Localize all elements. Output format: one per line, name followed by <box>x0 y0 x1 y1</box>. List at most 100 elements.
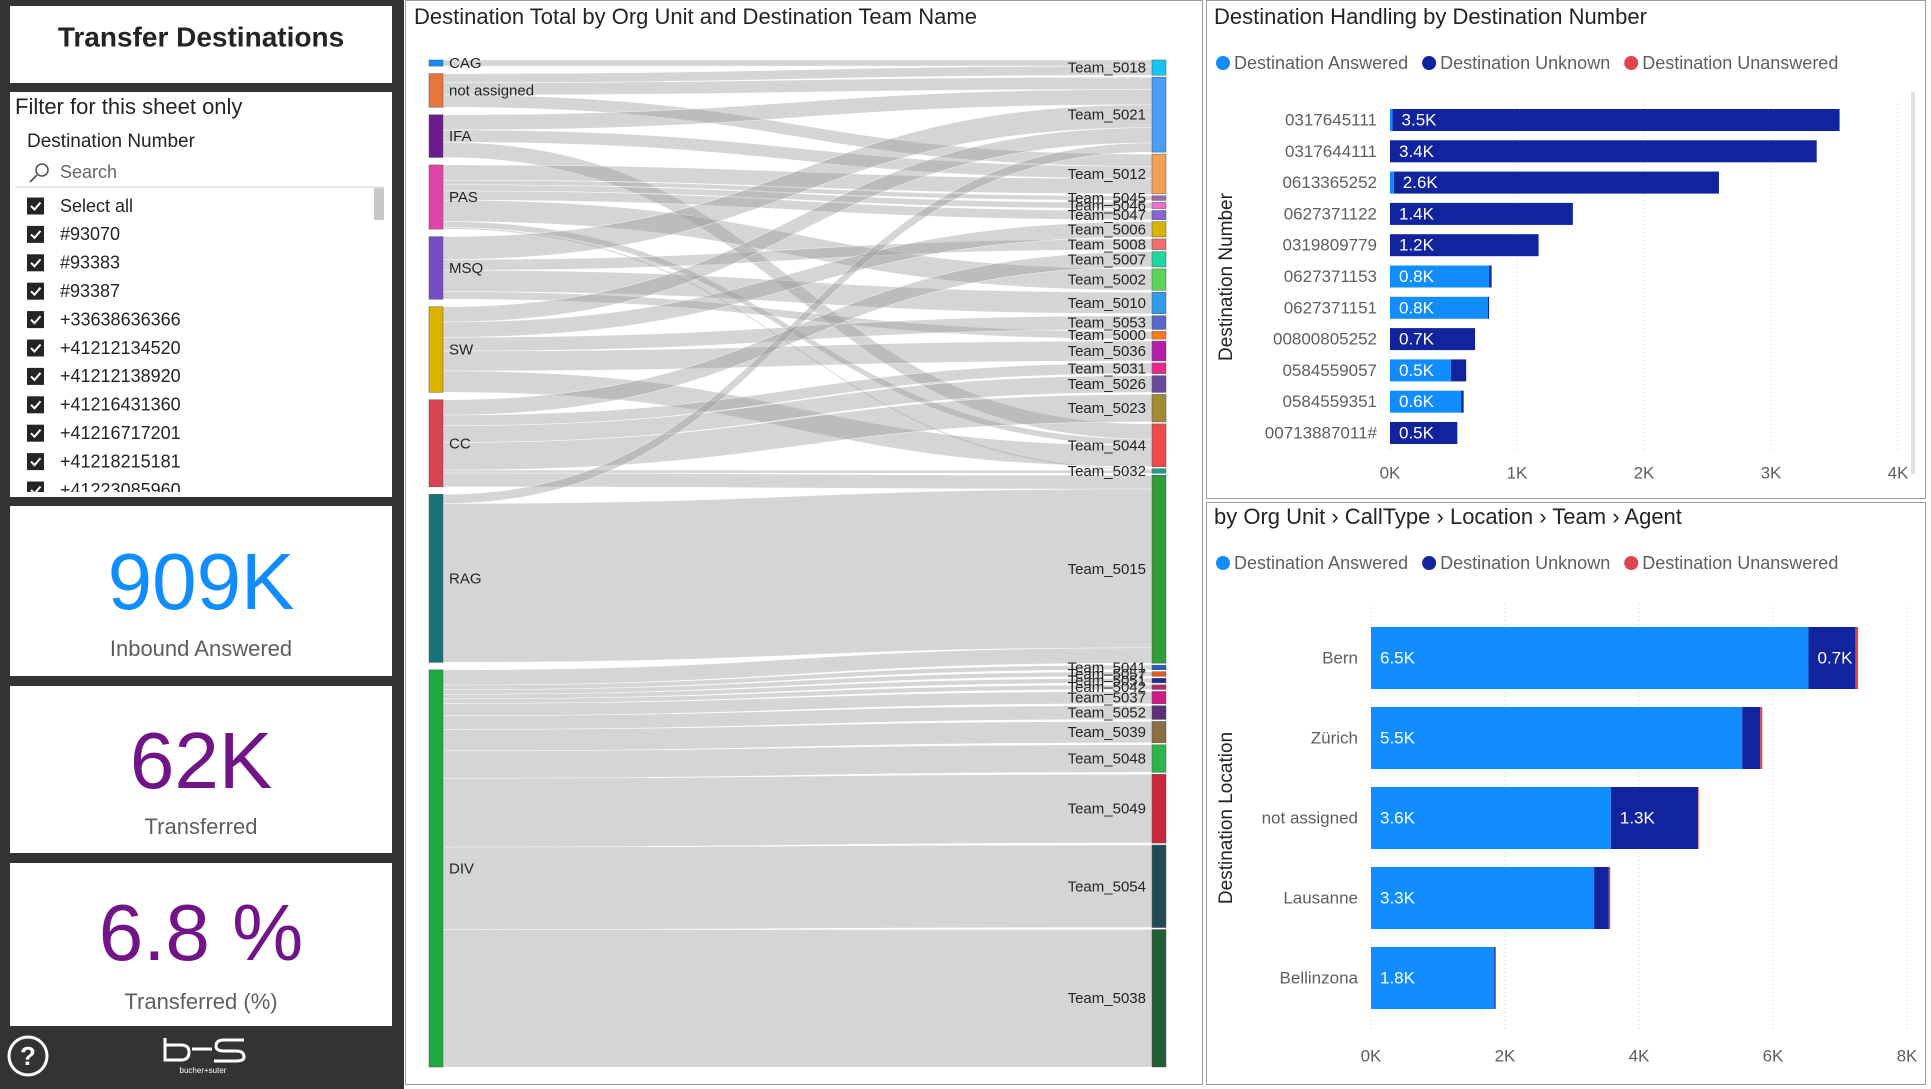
checkbox[interactable] <box>27 481 44 499</box>
search-icon-handle <box>29 174 38 183</box>
legend-marker <box>1624 56 1639 70</box>
checkbox[interactable] <box>27 424 44 442</box>
sankey-target-label: Team_5041 <box>1068 659 1146 676</box>
data-label: 0.8K <box>1399 267 1435 286</box>
x-tick-label: 8K <box>1897 1046 1918 1065</box>
bar-segment <box>1760 707 1763 769</box>
sankey-target-node <box>1151 195 1167 201</box>
kpi-card <box>10 506 392 676</box>
checkbox[interactable] <box>27 282 44 300</box>
kpi-value: 909K <box>108 537 295 626</box>
filter-item[interactable]: +33638636366 <box>60 309 181 329</box>
legend-label: Destination Answered <box>1234 53 1408 73</box>
sankey-source-node <box>428 164 444 230</box>
sankey-source-label: SW <box>449 341 474 358</box>
filter-item[interactable]: +41212134520 <box>60 338 181 358</box>
bar-segment <box>1393 171 1719 194</box>
sankey-target-node <box>1151 664 1167 670</box>
sankey-target-node <box>1151 684 1167 690</box>
y-tick-label: 0627371122 <box>1284 204 1377 223</box>
sankey-target-label: Team_5052 <box>1068 705 1146 722</box>
chart-title: Destination Handling by Destination Numb… <box>1214 4 1647 29</box>
sankey-target-label: Team_5054 <box>1068 878 1146 895</box>
sankey-source-label: PAS <box>449 189 478 206</box>
sankey-target-node <box>1151 375 1167 393</box>
sankey-source-label: CAG <box>449 55 482 72</box>
filter-item[interactable]: Select all <box>60 196 133 216</box>
sankey-source-label: MSQ <box>449 260 483 277</box>
filter-item[interactable]: #93383 <box>60 253 120 273</box>
checkbox[interactable] <box>27 339 44 357</box>
sankey-target-label: Team_5015 <box>1068 561 1146 578</box>
data-label: 0.6K <box>1399 392 1435 411</box>
kpi-card <box>10 686 392 853</box>
checkbox[interactable] <box>27 311 44 329</box>
bar-segment <box>1697 787 1699 849</box>
x-tick-label: 4K <box>1888 463 1909 482</box>
scrollbar[interactable] <box>1911 92 1915 474</box>
filter-title: Filter for this sheet only <box>15 94 242 119</box>
filter-item[interactable]: #93387 <box>60 281 120 301</box>
checkbox[interactable] <box>27 367 44 385</box>
bar-segment <box>1608 867 1611 929</box>
help-icon[interactable]: ? <box>20 1041 36 1071</box>
filter-item[interactable]: #93070 <box>60 224 120 244</box>
data-label: 2.6K <box>1403 173 1439 192</box>
bar-segment <box>1390 234 1539 257</box>
filter-item[interactable]: +41223085960 <box>60 480 181 500</box>
sankey-target-node <box>1151 744 1167 773</box>
y-tick-label: 0613365252 <box>1282 173 1377 192</box>
sankey-target-label: Team_5049 <box>1068 801 1146 818</box>
y-tick-label: 0627371151 <box>1284 298 1377 317</box>
sankey-target-label: Team_5048 <box>1068 751 1146 768</box>
checkbox[interactable] <box>27 453 44 471</box>
checkbox[interactable] <box>27 225 44 243</box>
search-box[interactable]: Search <box>60 162 117 182</box>
bar-segment <box>1390 422 1458 444</box>
filter-item[interactable]: +41216431360 <box>60 395 181 415</box>
sankey-target-label: Team_5008 <box>1068 236 1146 253</box>
y-tick-label: 0584559351 <box>1282 392 1377 411</box>
sankey-target-node <box>1151 268 1167 291</box>
sankey-target-node <box>1151 691 1167 704</box>
data-label: 3.6K <box>1380 808 1416 827</box>
bar-segment <box>1390 390 1462 413</box>
y-tick-label: 0584559057 <box>1282 361 1377 380</box>
data-label: 1.8K <box>1380 968 1416 987</box>
data-label: 6.5K <box>1380 648 1416 667</box>
bar-segment <box>1390 359 1451 382</box>
sankey-link <box>442 59 1153 67</box>
sankey-target-label: Team_5037 <box>1068 690 1146 707</box>
bar-segment <box>1808 627 1856 689</box>
y-axis-label: Destination Location <box>1216 732 1237 904</box>
brand-logo <box>163 1038 246 1063</box>
checkmark <box>30 230 42 240</box>
y-tick-label: 0319809779 <box>1282 236 1377 255</box>
sankey-target-node <box>1151 671 1167 677</box>
filter-item[interactable]: +41218215181 <box>60 451 181 471</box>
bar-segment <box>1390 328 1476 351</box>
sankey-target-label: Team_5038 <box>1068 990 1146 1007</box>
filter-item[interactable]: +41216717201 <box>60 423 181 443</box>
sankey-target-label: Team_5044 <box>1068 437 1146 454</box>
sankey-target-label: Team_5012 <box>1068 166 1146 183</box>
y-axis-label: Destination Number <box>1216 192 1237 361</box>
sankey-target-label: Team_5047 <box>1068 207 1146 224</box>
x-tick-label: 0K <box>1380 463 1401 482</box>
x-tick-label: 2K <box>1634 463 1655 482</box>
bar-segment <box>1390 202 1573 225</box>
data-label: 1.2K <box>1399 236 1435 255</box>
x-tick-label: 1K <box>1507 463 1528 482</box>
kpi-group: 909K Inbound Answered 62K Transferred 6.8 % T… <box>99 537 304 1014</box>
checkbox[interactable] <box>27 197 44 215</box>
scrollbar[interactable] <box>374 188 384 220</box>
checkbox[interactable] <box>27 396 44 414</box>
checkmark <box>30 485 42 492</box>
legend-marker <box>1624 556 1639 570</box>
data-label: 0.7K <box>1399 330 1435 349</box>
checkbox[interactable] <box>27 254 44 272</box>
help-button[interactable] <box>7 1035 49 1077</box>
y-tick-label: 0627371153 <box>1284 267 1377 286</box>
filter-item[interactable]: +41212138920 <box>60 366 181 386</box>
sankey-target-node <box>1151 331 1167 340</box>
